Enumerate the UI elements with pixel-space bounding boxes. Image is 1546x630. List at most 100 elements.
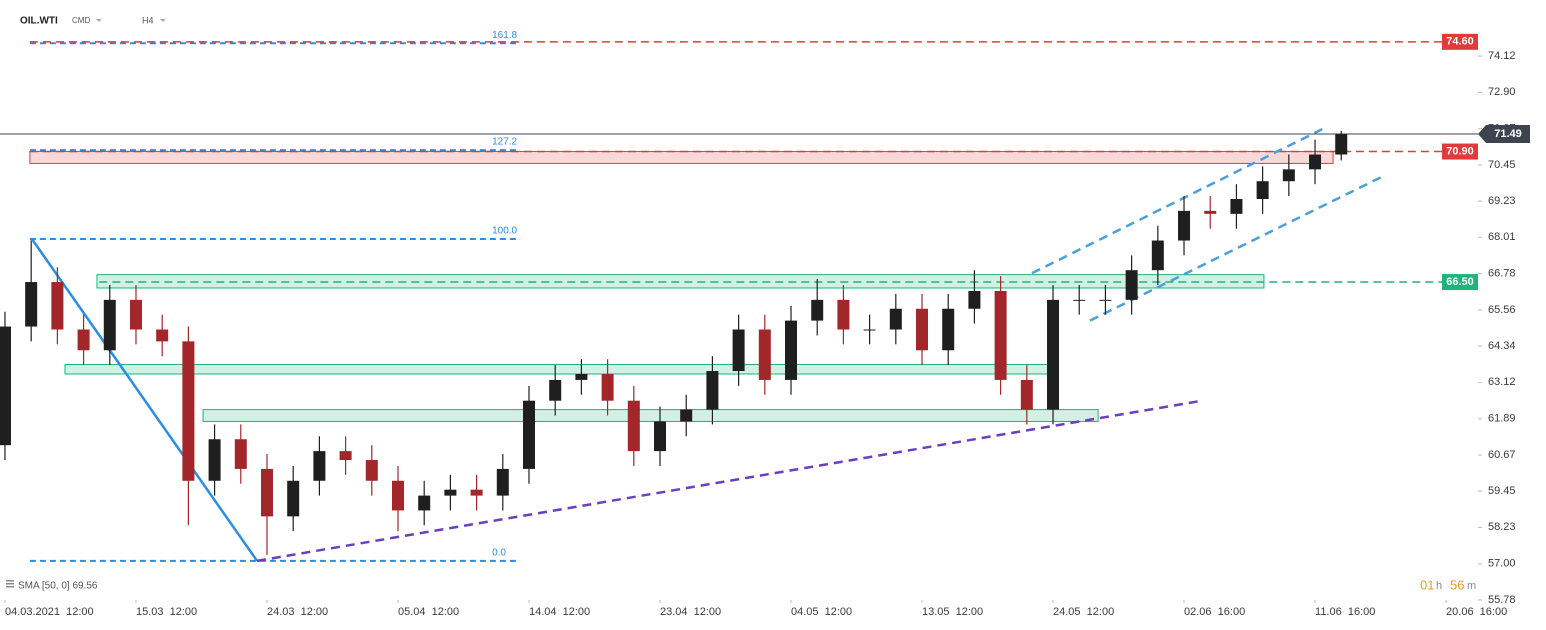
y-tick-label: 64.34 <box>1488 340 1516 352</box>
fib-label: 127.2 <box>492 137 517 148</box>
candle-body <box>994 290 1007 380</box>
candle-body <box>575 373 588 380</box>
y-tick-label: 63.12 <box>1488 376 1516 388</box>
candle-body <box>470 489 483 496</box>
trend-line <box>256 399 1203 563</box>
candle-body <box>287 480 300 517</box>
candle-body <box>601 373 614 401</box>
candle-body <box>1335 134 1348 155</box>
x-tick-label: 20.06 16:00 <box>1446 606 1507 618</box>
candle-body <box>129 299 142 330</box>
candle-body <box>182 341 195 481</box>
y-tick-label: 60.67 <box>1488 449 1516 461</box>
candle-body <box>1204 210 1217 214</box>
x-tick-label: 04.03.2021 12:00 <box>5 606 94 618</box>
candle-body <box>549 379 562 401</box>
timer-unit: m <box>1467 580 1476 592</box>
candle-body <box>365 460 378 481</box>
y-tick-label: 59.45 <box>1488 485 1516 497</box>
indicator-icon[interactable] <box>6 580 14 588</box>
candle-body <box>0 326 11 446</box>
y-tick-label: 70.45 <box>1488 159 1516 171</box>
candle-body <box>785 320 798 380</box>
candle-body <box>732 329 745 372</box>
y-tick-label: 65.56 <box>1488 304 1516 316</box>
candle-body <box>339 451 352 461</box>
candle-body <box>889 308 902 330</box>
fib-label: 100.0 <box>492 226 517 237</box>
zone <box>29 151 1334 164</box>
y-tick-label: 72.90 <box>1488 86 1516 98</box>
candle-body <box>968 290 981 309</box>
fib-label: 161.8 <box>492 30 517 41</box>
candle-body <box>418 495 431 511</box>
level-label: 74.60 <box>1446 36 1474 48</box>
candle-body <box>156 329 169 342</box>
timer-hours: 01 <box>1420 577 1434 592</box>
indicator-label[interactable]: SMA [50, 0] 69.56 <box>18 581 98 592</box>
x-tick-label: 05.04 12:00 <box>398 606 459 618</box>
candle-body <box>234 439 247 469</box>
y-tick-label: 55.78 <box>1488 594 1516 606</box>
candle-body <box>496 468 509 496</box>
candle-body <box>1256 181 1269 200</box>
x-tick-label: 11.06 16:00 <box>1315 606 1375 618</box>
x-tick-label: 13.05 12:00 <box>922 606 983 618</box>
last-price-label: 71.49 <box>1494 128 1522 140</box>
x-tick-label: 23.04 12:00 <box>660 606 721 618</box>
candle-body <box>1020 379 1033 410</box>
trend-line <box>1089 174 1386 322</box>
candle-body <box>811 299 824 321</box>
zone <box>202 409 1099 422</box>
candle-body <box>1047 299 1060 410</box>
y-tick-label: 66.78 <box>1488 268 1516 280</box>
interval[interactable]: H4 <box>142 15 154 25</box>
level-badge <box>1442 274 1478 291</box>
candle-body <box>208 439 221 481</box>
candle-body <box>77 329 90 351</box>
candle-body <box>863 329 876 331</box>
candle-body <box>627 400 640 452</box>
candle-body <box>1073 299 1086 301</box>
candle-body <box>391 480 404 511</box>
candle-body <box>25 282 38 327</box>
candle-body <box>1178 210 1191 241</box>
dropdown-icon[interactable] <box>96 19 102 22</box>
y-tick-label: 68.01 <box>1488 231 1516 243</box>
candle-body <box>942 308 955 351</box>
level-label: 66.50 <box>1446 276 1474 288</box>
candle-body <box>522 400 535 469</box>
x-tick-label: 15.03 12:00 <box>136 606 197 618</box>
candle-body <box>706 371 719 410</box>
candle-body <box>1309 154 1322 170</box>
zone <box>64 364 1052 375</box>
candle-body <box>103 299 116 351</box>
candle-body <box>1282 169 1295 182</box>
dropdown-icon[interactable] <box>160 19 166 22</box>
x-tick-label: 24.03 12:00 <box>267 606 328 618</box>
x-tick-label: 24.05 12:00 <box>1053 606 1114 618</box>
candle-body <box>680 409 693 422</box>
candle-body <box>1099 299 1112 301</box>
fib-label: 0.0 <box>492 547 506 558</box>
level-badge <box>1442 33 1478 50</box>
candle-body <box>837 299 850 330</box>
market: CMD <box>72 16 90 25</box>
trend-line <box>1031 126 1326 275</box>
level-badge <box>1442 143 1478 160</box>
x-tick-label: 02.06 16:00 <box>1184 606 1245 618</box>
candle-body <box>1230 199 1243 214</box>
y-tick-label: 58.23 <box>1488 521 1516 533</box>
trend-line <box>30 238 259 562</box>
y-tick-label: 69.23 <box>1488 195 1516 207</box>
candle-body <box>260 468 273 517</box>
symbol[interactable]: OIL.WTI <box>20 16 58 27</box>
candle-body <box>51 282 64 330</box>
y-tick-label: 57.00 <box>1488 558 1516 570</box>
candle-body <box>916 308 929 351</box>
y-tick-label: 74.12 <box>1488 50 1516 62</box>
candle-body <box>758 329 771 380</box>
candle-body <box>1151 240 1164 271</box>
candle-body <box>313 451 326 481</box>
